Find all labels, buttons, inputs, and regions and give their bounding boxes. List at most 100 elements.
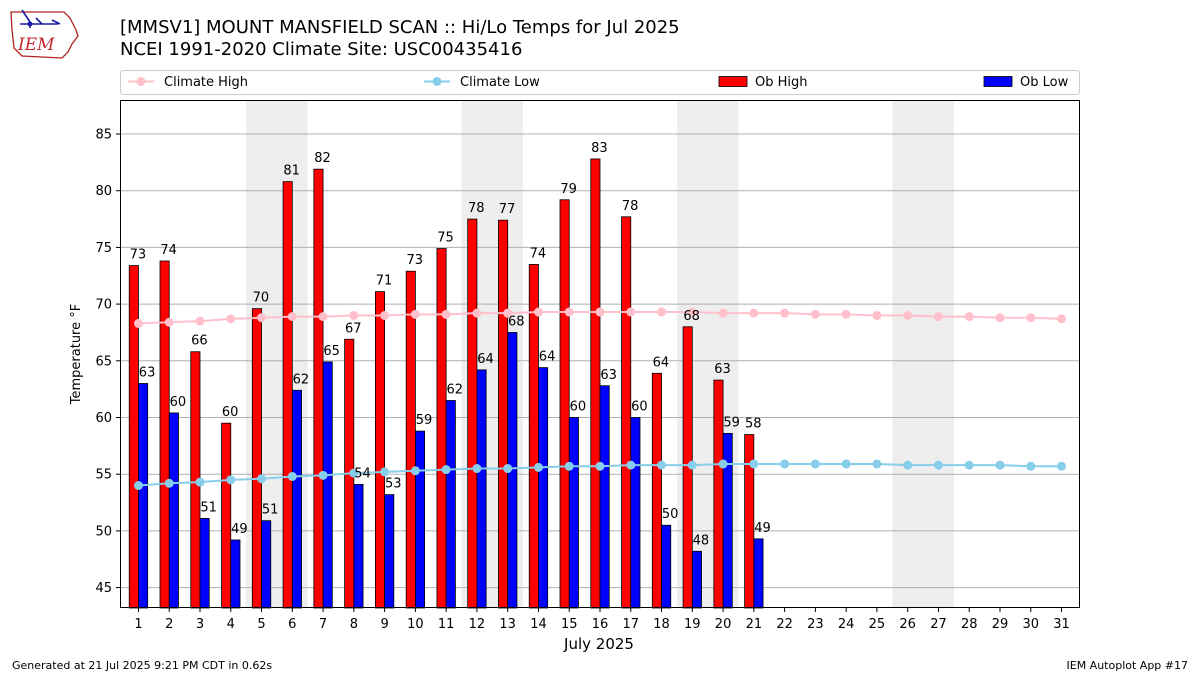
ob-high-bar: [713, 379, 724, 609]
climate-high-point: [472, 308, 482, 318]
climate-high-point: [380, 310, 390, 320]
bars: [128, 158, 764, 609]
ob-low-bar: [261, 520, 272, 609]
ob-low-label: 54: [354, 466, 371, 481]
climate-low-point: [749, 459, 759, 469]
ob-high-label: 81: [283, 164, 300, 179]
climate-high-point: [226, 314, 236, 324]
climate-high-point: [533, 307, 543, 317]
ob-high-bar: [282, 181, 293, 609]
ob-low-label: 60: [170, 395, 187, 410]
climate-high-point: [841, 309, 851, 319]
climate-high-point: [133, 318, 143, 328]
ob-high-label: 64: [653, 355, 670, 370]
ob-high-label: 83: [591, 141, 608, 156]
ob-high-label: 74: [530, 246, 547, 261]
x-tick-label: 31: [1053, 617, 1070, 632]
ob-low-bar: [599, 385, 610, 609]
ob-low-label: 62: [293, 372, 310, 387]
y-tick-label: 45: [95, 581, 112, 596]
climate-low-point: [349, 468, 359, 478]
y-tick-label: 60: [95, 411, 112, 426]
climate-high-point: [964, 312, 974, 322]
ob-low-bar: [414, 430, 426, 609]
ob-low-label: 63: [139, 365, 156, 380]
climate-low-point: [780, 459, 790, 469]
ob-high-bar: [590, 158, 601, 609]
ob-high-label: 73: [130, 248, 147, 263]
weekend-shade: [892, 100, 954, 608]
climate-low-point: [1026, 461, 1036, 471]
climate-low-point: [195, 477, 205, 487]
x-tick-label: 4: [227, 617, 235, 632]
x-tick-label: 26: [899, 617, 916, 632]
climate-high-point: [780, 308, 790, 318]
ob-low-label: 50: [662, 507, 679, 522]
ob-high-label: 74: [160, 243, 177, 258]
ob-low-bar: [630, 417, 641, 609]
ob-low-label: 64: [477, 352, 494, 367]
ob-high-bar: [559, 199, 570, 609]
climate-low-point: [472, 464, 482, 474]
climate-high-point: [810, 309, 820, 319]
ob-low-bar: [753, 538, 764, 609]
climate-low-point: [441, 465, 451, 475]
logo-text: IEM: [17, 35, 55, 55]
app-id: IEM Autoplot App #17: [1066, 659, 1189, 672]
ob-low-bar: [138, 383, 149, 609]
ob-high-label: 71: [376, 274, 393, 289]
ob-low-label: 62: [446, 382, 463, 397]
climate-high-point: [287, 312, 297, 322]
x-tick-label: 14: [530, 617, 547, 632]
climate-low-point: [903, 460, 913, 470]
x-tick-label: 16: [592, 617, 609, 632]
ob-low-label: 59: [416, 413, 433, 428]
x-tick-label: 7: [319, 617, 327, 632]
iem-logo: IEM: [10, 9, 79, 59]
ob-high-label: 58: [745, 417, 762, 432]
legend-bar-swatch: [718, 76, 748, 87]
legend-box: [120, 70, 1080, 95]
ob-low-bar: [538, 367, 549, 609]
climate-low-point: [872, 459, 882, 469]
y-tick-label: 50: [95, 524, 112, 539]
climate-high-point: [195, 316, 205, 326]
ob-low-bar: [353, 484, 364, 609]
ob-high-bar: [128, 265, 139, 609]
climate-high-point: [349, 310, 359, 320]
climate-high-point: [164, 317, 174, 327]
ob-low-label: 48: [693, 533, 710, 548]
y-tick-label: 70: [95, 298, 112, 313]
climate-high-point: [410, 309, 420, 319]
climate-high-point: [657, 307, 667, 317]
climate-low-point: [287, 471, 297, 481]
ob-high-bar: [251, 308, 262, 609]
ob-low-label: 65: [323, 344, 340, 359]
ob-low-bar: [168, 412, 179, 609]
ob-high-label: 82: [314, 151, 331, 166]
ob-high-label: 68: [683, 309, 700, 324]
y-tick-label: 75: [95, 241, 112, 256]
climate-low-point: [718, 459, 728, 469]
x-tick-label: 13: [499, 617, 516, 632]
x-tick-label: 21: [746, 617, 763, 632]
ob-high-label: 63: [714, 362, 731, 377]
x-tick-label: 22: [776, 617, 793, 632]
y-tick-label: 65: [95, 354, 112, 369]
climate-low-point: [564, 461, 574, 471]
climate-high-point: [872, 310, 882, 320]
ob-high-label: 67: [345, 321, 362, 336]
x-axis-label: July 2025: [563, 635, 634, 653]
ob-high-label: 79: [560, 182, 577, 197]
ob-high-bar: [405, 270, 416, 609]
y-tick-label: 55: [95, 468, 112, 483]
ob-low-bar: [568, 417, 579, 609]
x-tick-label: 25: [869, 617, 886, 632]
bar-value-labels: 73 74 66 60 70 81 82 67 71 73 75 78 77 74 79 83 78 64 68 63…: [130, 141, 771, 548]
climate-high-point: [318, 312, 328, 322]
ob-low-bar: [445, 400, 456, 609]
legend-marker: [432, 77, 442, 86]
station-dot-icon: [27, 21, 33, 27]
x-tick-label: 28: [961, 617, 978, 632]
